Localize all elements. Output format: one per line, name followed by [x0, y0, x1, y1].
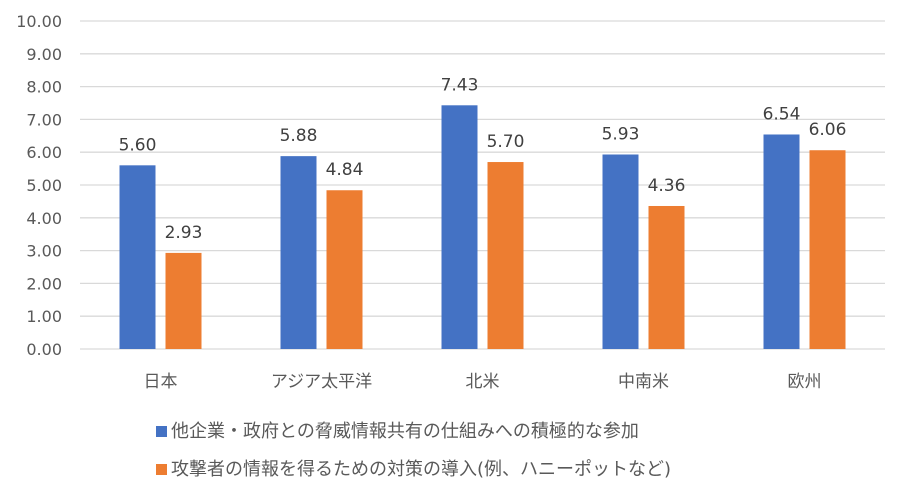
- category-label: 日本: [144, 372, 178, 392]
- bar-honeypot: [326, 190, 363, 349]
- bar-honeypot: [648, 205, 685, 349]
- bar-sharing: [763, 134, 800, 349]
- data-label: 2.93: [165, 223, 203, 243]
- y-tick-label: 8.00: [26, 78, 62, 97]
- bar-sharing: [441, 105, 478, 350]
- data-label: 4.36: [648, 176, 686, 196]
- data-label: 5.70: [487, 132, 525, 152]
- data-label: 5.93: [602, 124, 640, 144]
- y-tick-label: 7.00: [26, 110, 62, 129]
- category-label: アジア太平洋: [271, 372, 372, 392]
- data-label: 5.88: [280, 126, 318, 146]
- y-tick-label: 3.00: [26, 242, 62, 261]
- y-tick-label: 4.00: [26, 209, 62, 228]
- data-label: 7.43: [441, 75, 479, 95]
- y-axis: 0.00 1.00 2.00 3.00 4.00 5.00 6.00 7.00 8.00 9.00…: [16, 12, 62, 359]
- y-tick-label: 0.00: [26, 340, 62, 359]
- legend-swatch: [156, 426, 167, 437]
- category-label: 北米: [466, 372, 500, 392]
- data-label: 4.84: [326, 160, 364, 180]
- x-axis: 日本 アジア太平洋 北米 中南米 欧州: [144, 372, 822, 392]
- category-label: 中南米: [618, 372, 669, 392]
- y-tick-label: 10.00: [16, 12, 62, 31]
- bars: 5.60 2.93 5.88 4.84 7.43 5.70 5.93 4.36 6.54 6.06: [119, 75, 847, 350]
- legend: 他企業・政府との脅威情報共有の仕組みへの積極的な参加攻撃者の情報を得るための対策…: [156, 421, 671, 480]
- gridlines: [80, 20, 885, 350]
- bar-honeypot: [809, 150, 846, 349]
- bar-sharing: [280, 156, 317, 349]
- y-tick-label: 1.00: [26, 307, 62, 326]
- y-tick-label: 6.00: [26, 143, 62, 162]
- data-label: 6.06: [809, 120, 847, 140]
- legend-label: 他企業・政府との脅威情報共有の仕組みへの積極的な参加: [171, 421, 639, 442]
- bar-sharing: [119, 165, 156, 349]
- y-tick-label: 2.00: [26, 274, 62, 293]
- legend-label: 攻撃者の情報を得るための対策の導入(例、ハニーポットなど): [171, 459, 671, 480]
- y-tick-label: 9.00: [26, 45, 62, 64]
- legend-swatch: [156, 464, 167, 475]
- data-label: 5.60: [119, 135, 157, 155]
- bar-honeypot: [165, 252, 202, 349]
- category-label: 欧州: [788, 372, 822, 392]
- bar-honeypot: [487, 162, 524, 349]
- bar-sharing: [602, 154, 639, 349]
- data-label: 6.54: [763, 104, 801, 124]
- y-tick-label: 5.00: [26, 176, 62, 195]
